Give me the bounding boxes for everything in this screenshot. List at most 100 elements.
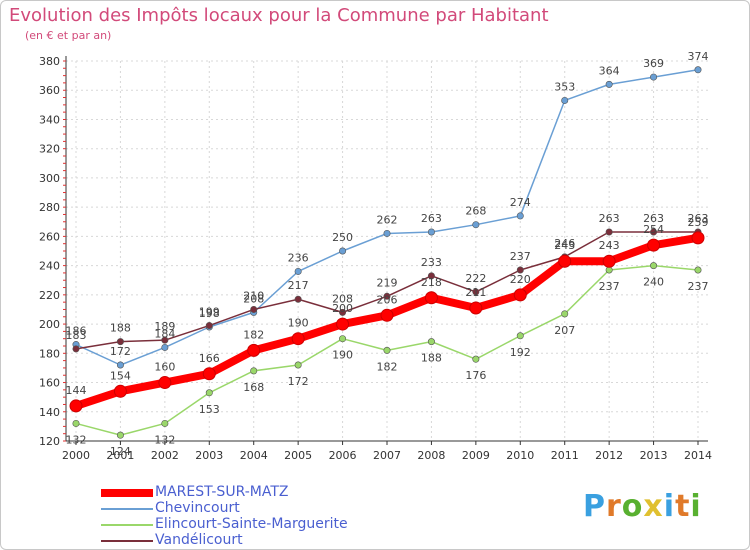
chart-subtitle: (en € et par an) [25, 29, 112, 42]
y-tick-label-12: 360 [39, 84, 60, 97]
x-tick-label-14: 2014 [684, 449, 712, 462]
data-point-3-13 [650, 228, 658, 236]
data-point-3-6 [339, 308, 347, 316]
data-label-1-10: 274 [510, 196, 531, 209]
y-tick-label-4: 200 [39, 318, 60, 331]
x-tick-label-1: 2001 [106, 449, 134, 462]
data-label-2-14: 237 [688, 280, 709, 293]
data-label-2-3: 153 [199, 403, 220, 416]
y-tick-label-3: 180 [39, 347, 60, 360]
data-point-0-12 [602, 254, 616, 268]
y-tick-label-8: 280 [39, 201, 60, 214]
data-point-0-0 [69, 399, 83, 413]
legend-swatch [101, 508, 153, 510]
data-label-1-14: 374 [688, 50, 709, 63]
y-tick-label-9: 300 [39, 172, 60, 185]
data-point-1-11 [561, 96, 569, 104]
data-label-2-4: 168 [243, 381, 264, 394]
data-label-0-8: 218 [421, 276, 442, 289]
data-label-0-7: 206 [377, 293, 398, 306]
data-point-3-0 [72, 345, 80, 353]
data-point-2-3 [205, 389, 213, 397]
data-point-2-11 [561, 310, 569, 318]
data-point-1-1 [116, 361, 124, 369]
data-point-2-9 [472, 355, 480, 363]
data-label-0-1: 154 [110, 369, 131, 382]
x-tick-label-6: 2006 [329, 449, 357, 462]
data-point-0-13 [647, 238, 661, 252]
data-point-2-8 [427, 338, 435, 346]
x-tick-label-2: 2002 [151, 449, 179, 462]
data-label-0-14: 259 [688, 216, 709, 229]
data-point-3-10 [516, 266, 524, 274]
data-label-0-5: 190 [288, 317, 309, 330]
data-point-0-11 [558, 254, 572, 268]
y-tick-label-0: 120 [39, 435, 60, 448]
x-tick-label-3: 2003 [195, 449, 223, 462]
legend-label: Vandélicourt [155, 532, 243, 548]
data-label-1-4: 208 [243, 292, 264, 305]
data-label-2-9: 176 [465, 369, 486, 382]
data-label-0-4: 182 [243, 328, 264, 341]
data-label-2-5: 172 [288, 375, 309, 388]
data-point-2-4 [250, 367, 258, 375]
legend-label: Elincourt-Sainte-Marguerite [155, 516, 348, 532]
x-tick-label-8: 2008 [417, 449, 445, 462]
data-label-1-8: 263 [421, 212, 442, 225]
logo-letter: i [663, 489, 676, 524]
data-label-1-6: 250 [332, 231, 353, 244]
data-point-0-14 [691, 231, 705, 245]
data-label-0-10: 220 [510, 273, 531, 286]
data-point-2-12 [605, 266, 613, 274]
data-label-2-10: 192 [510, 346, 531, 359]
y-tick-label-13: 380 [39, 55, 60, 68]
y-tick-label-5: 220 [39, 289, 60, 302]
data-label-2-2: 132 [154, 433, 175, 446]
x-tick-label-11: 2011 [551, 449, 579, 462]
data-point-3-9 [472, 288, 480, 296]
data-point-3-2 [161, 336, 169, 344]
data-label-3-9: 222 [465, 272, 486, 285]
data-label-3-1: 188 [110, 322, 131, 335]
data-point-1-7 [383, 229, 391, 237]
data-point-2-6 [339, 335, 347, 343]
data-point-2-2 [161, 419, 169, 427]
data-label-3-5: 217 [288, 279, 309, 292]
data-label-3-12: 263 [599, 212, 620, 225]
data-label-2-7: 182 [377, 360, 398, 373]
y-tick-label-10: 320 [39, 143, 60, 156]
data-point-2-0 [72, 419, 80, 427]
legend-swatch [101, 540, 153, 542]
legend-label: Chevincourt [155, 500, 240, 516]
logo-letter: r [606, 489, 622, 524]
data-label-3-11: 246 [554, 237, 575, 250]
data-label-2-1: 124 [110, 445, 131, 458]
data-label-1-13: 369 [643, 57, 664, 70]
data-point-1-9 [472, 221, 480, 229]
data-point-1-10 [516, 212, 524, 220]
data-point-1-2 [161, 343, 169, 351]
data-point-0-1 [113, 384, 127, 398]
data-label-3-6: 208 [332, 292, 353, 305]
y-tick-label-6: 240 [39, 260, 60, 273]
data-point-3-8 [427, 272, 435, 280]
data-label-0-11: 243 [554, 239, 575, 252]
data-point-0-10 [513, 288, 527, 302]
data-label-1-1: 172 [110, 345, 131, 358]
data-label-1-2: 184 [154, 327, 175, 340]
data-label-3-4: 210 [243, 289, 264, 302]
data-label-2-0: 132 [66, 433, 87, 446]
data-point-0-7 [380, 308, 394, 322]
x-tick-label-9: 2009 [462, 449, 490, 462]
data-label-0-9: 211 [465, 286, 486, 299]
data-point-1-6 [339, 247, 347, 255]
data-label-2-11: 207 [554, 324, 575, 337]
logo-letter: o [621, 489, 644, 524]
data-point-3-4 [250, 305, 258, 313]
proxiti-logo: Proxiti [583, 489, 702, 524]
y-tick-label-7: 260 [39, 230, 60, 243]
x-tick-label-13: 2013 [640, 449, 668, 462]
data-point-3-3 [205, 322, 213, 330]
data-label-2-12: 237 [599, 280, 620, 293]
